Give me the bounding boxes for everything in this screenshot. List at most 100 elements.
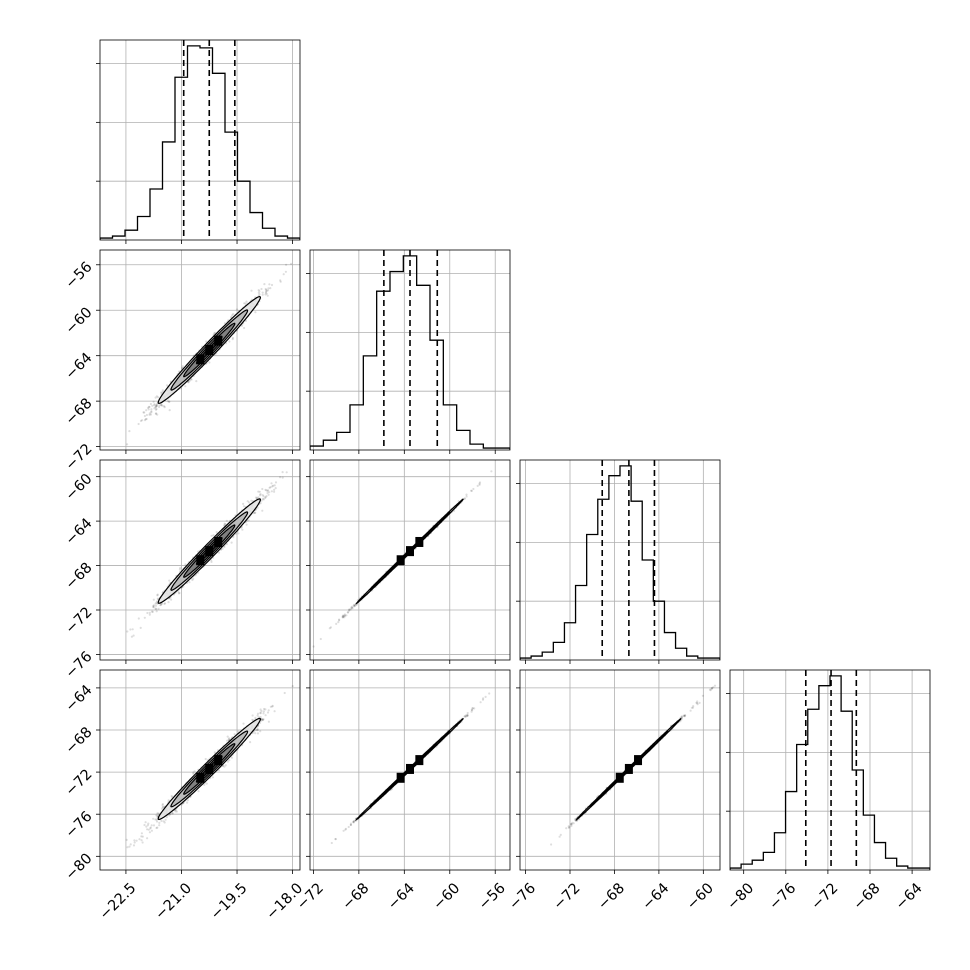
sample-point	[261, 497, 264, 500]
sample-point	[231, 338, 234, 341]
sample-point	[133, 839, 136, 842]
sample-point	[259, 712, 262, 715]
sample-point	[263, 283, 266, 286]
sample-point	[258, 290, 261, 293]
sample-point	[126, 630, 129, 633]
sample-point	[184, 563, 187, 566]
sample-point	[240, 324, 244, 327]
sample-point	[261, 509, 264, 512]
panel-frame	[309, 459, 511, 661]
sample-point	[269, 705, 272, 708]
sample-point	[156, 597, 159, 600]
sample-point	[154, 405, 157, 409]
sample-point	[259, 493, 262, 496]
sample-point	[259, 711, 262, 714]
sample-point	[213, 332, 216, 335]
sample-point	[281, 476, 284, 479]
sample-point	[256, 727, 259, 730]
sample-point	[130, 635, 133, 638]
sample-point	[160, 391, 163, 394]
sample-point	[151, 610, 154, 613]
sample-point	[345, 614, 348, 617]
sample-point	[133, 841, 136, 844]
sample-point	[174, 809, 177, 812]
density-peak	[415, 536, 424, 547]
sample-point	[157, 607, 160, 610]
sample-point	[145, 417, 148, 421]
panel-frame	[519, 459, 721, 661]
sample-point	[142, 411, 145, 414]
sample-point	[155, 412, 158, 415]
sample-point	[254, 511, 257, 514]
sample-point	[257, 496, 260, 499]
sample-point	[141, 841, 144, 844]
sample-point	[152, 817, 155, 820]
sample-point	[290, 262, 293, 265]
sample-point	[353, 604, 356, 608]
sample-point	[232, 536, 235, 539]
sample-point	[154, 818, 157, 821]
sample-point	[159, 604, 162, 607]
sample-point	[161, 804, 164, 807]
sample-point	[254, 311, 257, 314]
sample-point	[146, 406, 150, 409]
sample-point	[347, 608, 351, 611]
sample-point	[212, 534, 215, 537]
sample-point	[463, 497, 466, 500]
sample-point	[253, 511, 256, 514]
sample-point	[350, 606, 353, 609]
sample-point	[149, 402, 152, 406]
sample-point	[155, 395, 158, 398]
sample-point	[203, 783, 206, 786]
sample-point	[266, 489, 269, 492]
sample-point	[261, 718, 264, 721]
sample-point	[230, 541, 233, 544]
sample-point	[152, 605, 155, 609]
sample-point	[204, 757, 207, 761]
sample-point	[162, 820, 165, 823]
density-peak	[214, 335, 223, 346]
sample-point	[265, 489, 268, 492]
sample-point	[137, 617, 140, 620]
sample-point	[178, 568, 181, 571]
sample-point	[262, 712, 265, 715]
sample-point	[269, 486, 272, 489]
sample-point	[147, 408, 150, 411]
sample-point	[274, 487, 277, 490]
sample-point	[231, 336, 234, 339]
sample-point	[351, 607, 354, 610]
sample-point	[167, 601, 170, 604]
sample-point	[261, 487, 264, 491]
sample-point	[260, 287, 263, 291]
sample-point	[262, 498, 265, 501]
sample-point	[224, 764, 227, 767]
sample-point	[257, 289, 260, 292]
sample-point	[346, 611, 349, 614]
sample-point	[160, 819, 163, 822]
sample-point	[254, 716, 257, 719]
sample-point	[156, 814, 159, 817]
sample-point	[143, 616, 146, 619]
sample-point	[265, 495, 268, 498]
sample-point	[247, 519, 250, 522]
scatter-panel-4-1	[96, 669, 301, 874]
sample-point	[264, 708, 267, 711]
sample-point	[237, 730, 240, 733]
sample-point	[148, 613, 151, 616]
sample-point	[145, 413, 148, 417]
density-peak	[196, 354, 205, 365]
sample-point	[270, 482, 273, 485]
sample-point	[224, 523, 227, 526]
sample-point	[139, 626, 142, 629]
sample-point	[143, 823, 146, 827]
histogram-step	[520, 465, 720, 660]
sample-point	[261, 718, 264, 721]
density-contours	[157, 498, 262, 604]
sample-point	[149, 826, 152, 829]
sample-point	[168, 579, 171, 582]
sample-point	[267, 720, 270, 723]
sample-point	[225, 519, 228, 522]
sample-point	[225, 543, 228, 546]
sample-point	[158, 824, 161, 827]
sample-point	[279, 476, 282, 479]
